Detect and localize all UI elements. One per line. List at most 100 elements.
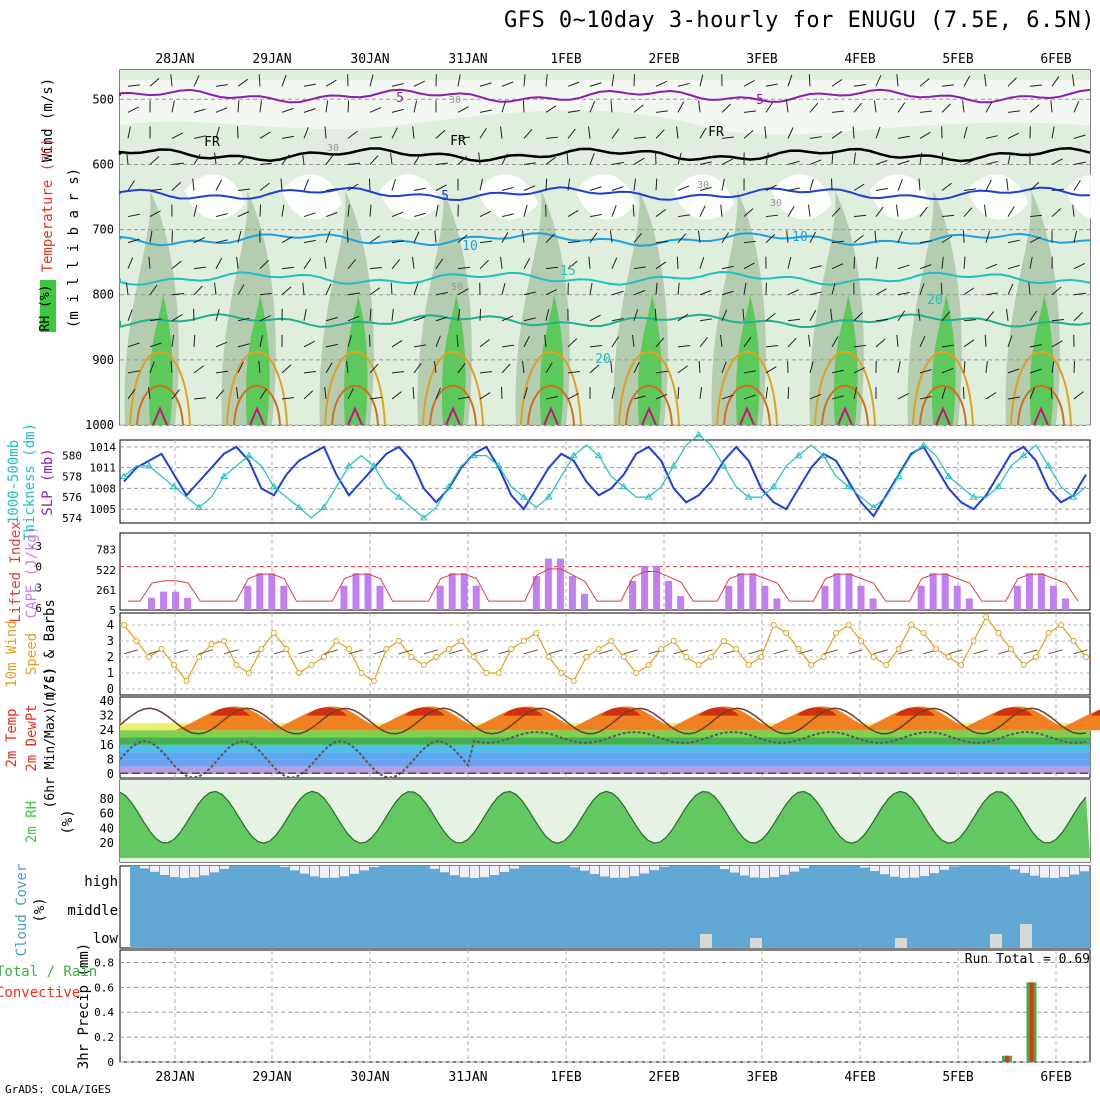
wind-speed-marker <box>758 654 765 660</box>
cape-bar <box>1049 585 1057 610</box>
wind-speed-marker <box>283 646 290 652</box>
wind-barb <box>390 282 393 295</box>
wind-barb <box>831 369 844 374</box>
wind-speed-marker <box>470 654 477 660</box>
cloud-gap <box>580 866 589 871</box>
ytick-wind-2: 2 <box>107 650 114 664</box>
cloud-gap <box>600 866 609 877</box>
wind-speed-marker <box>408 654 415 660</box>
wind-barb <box>567 128 576 139</box>
wind-barb <box>325 343 338 348</box>
wind-speed-marker <box>558 670 565 676</box>
surface-wind-barb <box>423 649 438 655</box>
cloud-gap <box>630 866 639 877</box>
wind-barb <box>765 386 769 400</box>
date-top-1: 29JAN <box>252 52 291 67</box>
cloud-gap <box>510 866 519 869</box>
wind-barb <box>1051 360 1055 373</box>
wind-barb <box>258 74 261 87</box>
low-cloud-bar-4 <box>1020 924 1032 948</box>
wind-barb <box>324 386 327 400</box>
wind-barb <box>589 345 602 348</box>
wind-barb <box>985 311 995 322</box>
wind-barb <box>875 206 884 217</box>
wind-barb <box>149 188 162 192</box>
wind-barb <box>544 334 547 347</box>
wind-barb <box>787 127 794 139</box>
wind-barb <box>984 334 987 347</box>
wind-barb <box>545 289 558 296</box>
ytick-rh-20: 20 <box>100 836 114 850</box>
wind-barb <box>127 180 135 191</box>
wind-speed-marker <box>145 654 152 660</box>
wind-barb <box>699 290 712 296</box>
wind-barb <box>301 152 305 165</box>
wind-barb <box>237 230 242 243</box>
cloud-gap <box>210 866 219 873</box>
thickness-marker <box>944 472 953 479</box>
wind-barb <box>125 282 129 295</box>
low-cloud-bar-3 <box>990 934 1002 948</box>
cape-bar <box>268 573 276 610</box>
wind-barb <box>522 100 525 113</box>
date-bottom-0: 28JAN <box>155 1070 194 1085</box>
wind-barb <box>325 100 329 113</box>
surface-wind-barb <box>773 649 788 655</box>
wind-barb <box>1073 134 1086 139</box>
cloud-gap <box>910 866 919 878</box>
cloud-gap <box>320 866 329 878</box>
cape-bar <box>629 580 637 610</box>
surface-wind-barb <box>823 649 838 655</box>
wind-barb <box>655 110 668 113</box>
wind-barb <box>259 315 271 322</box>
surface-wind-barb <box>623 649 638 655</box>
temp-warm-5 <box>664 706 774 731</box>
wind-barb <box>127 213 140 218</box>
surface-peak-6 <box>739 406 755 426</box>
wind-barb <box>479 127 487 139</box>
wind-barb <box>1007 239 1020 244</box>
surface-wind-barb <box>398 649 413 655</box>
wind-barb <box>523 129 533 139</box>
wind-barb <box>149 230 153 243</box>
wind-barb <box>567 209 579 217</box>
wind-speed-marker <box>445 646 452 652</box>
wind-speed-marker <box>583 654 590 660</box>
wind-speed-marker <box>270 630 277 636</box>
ytick-rh-80: 80 <box>100 792 114 806</box>
ytick-slp-1008: 1008 <box>90 482 117 495</box>
surface-arc-6 <box>716 350 778 426</box>
wind-barb <box>587 126 591 139</box>
surface-arc-inner-1 <box>233 385 281 426</box>
wind-barb <box>1051 126 1055 139</box>
wind-barb <box>215 84 228 87</box>
wind-barb <box>567 240 580 244</box>
wind-speed-marker <box>683 654 690 660</box>
wind-barb <box>831 395 844 400</box>
wind-barb <box>347 335 352 347</box>
wind-barb <box>588 256 591 269</box>
wind-barb <box>523 185 536 191</box>
wind-barb <box>941 214 954 218</box>
wind-barb <box>149 318 162 322</box>
temp-band-4 <box>120 737 1090 745</box>
cape-bar <box>773 598 781 610</box>
wind-barb <box>787 256 792 269</box>
wind-barb <box>391 108 404 113</box>
rh-dry-2 <box>380 174 440 220</box>
surface-wind-barb <box>198 649 214 655</box>
contour-label-3: FR <box>450 134 466 149</box>
wind-barb <box>743 110 756 113</box>
surface-peak-1 <box>249 406 265 426</box>
wind-barb <box>852 126 855 139</box>
wind-barb <box>545 74 548 87</box>
rh-core-8 <box>931 294 956 425</box>
wind-barb <box>831 152 834 165</box>
wind-barb <box>281 135 294 139</box>
wind-barb <box>633 104 644 113</box>
wind-barb <box>501 344 514 348</box>
wind-barb <box>193 397 206 400</box>
cloud-gap <box>930 866 939 874</box>
wind-barb <box>875 338 886 348</box>
wind-barb <box>259 259 269 270</box>
